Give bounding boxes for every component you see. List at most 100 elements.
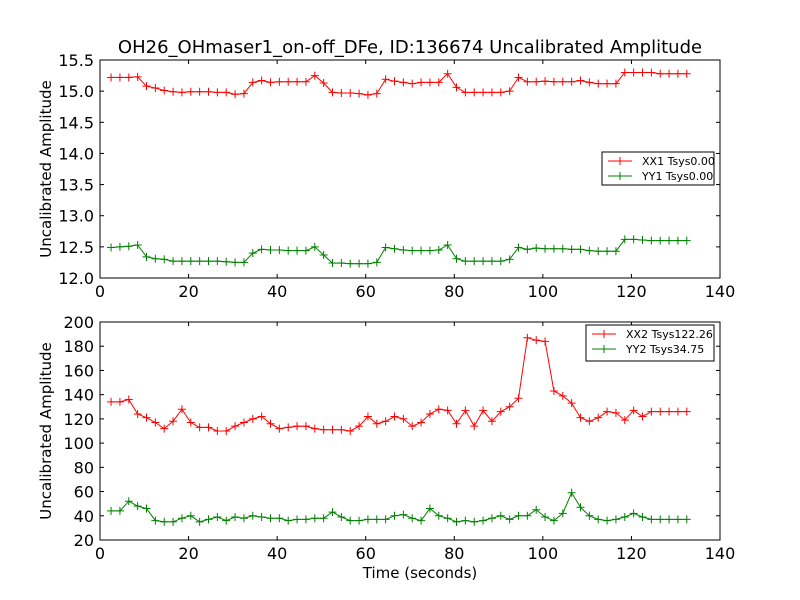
data-point	[266, 245, 275, 254]
data-point	[505, 402, 514, 411]
y-tick-label: 15.5	[58, 51, 94, 70]
data-point	[124, 73, 133, 82]
data-point	[682, 69, 691, 78]
data-point	[177, 88, 186, 97]
data-point	[496, 88, 505, 97]
data-point	[673, 515, 682, 524]
y-tick-label: 80	[74, 458, 94, 477]
data-point	[151, 516, 160, 525]
y-tick-label: 140	[63, 386, 94, 405]
data-point	[603, 516, 612, 525]
data-point	[301, 422, 310, 431]
data-point	[505, 515, 514, 524]
data-point	[115, 506, 124, 515]
data-point	[514, 511, 523, 520]
data-point	[319, 425, 328, 434]
data-point	[142, 252, 151, 261]
data-point	[417, 78, 426, 87]
data-point	[496, 407, 505, 416]
data-point	[372, 258, 381, 267]
chart-title: OH26_OHmaser1_on-off_DFe, ID:136674 Unca…	[118, 37, 702, 58]
data-point	[195, 517, 204, 526]
data-point	[115, 242, 124, 251]
data-point	[284, 246, 293, 255]
data-point	[355, 259, 364, 268]
y-tick-label: 13.5	[58, 176, 94, 195]
data-point	[558, 244, 567, 253]
data-point	[461, 516, 470, 525]
data-point	[186, 87, 195, 96]
data-point	[248, 414, 257, 423]
data-point	[133, 240, 142, 249]
data-point	[107, 506, 116, 515]
legend	[585, 324, 715, 362]
plot-area	[99, 59, 721, 279]
data-point	[372, 89, 381, 98]
data-point	[434, 511, 443, 520]
legend-label: XX2 Tsys122.26	[626, 328, 713, 341]
y-tick-label: 60	[74, 483, 94, 502]
legend-marker	[616, 157, 624, 165]
x-tick-label: 100	[528, 282, 559, 301]
data-point	[133, 72, 142, 81]
data-point	[425, 246, 434, 255]
data-point	[142, 504, 151, 513]
data-point	[248, 249, 257, 258]
y-tick-label: 160	[63, 361, 94, 380]
data-point	[204, 257, 213, 266]
data-point	[337, 259, 346, 268]
data-point	[620, 235, 629, 244]
x-tick-label: 20	[178, 544, 198, 563]
data-point	[222, 427, 231, 435]
data-point	[523, 245, 532, 254]
data-point	[408, 514, 417, 523]
x-tick-label: 60	[356, 544, 376, 563]
data-point	[195, 87, 204, 96]
data-point	[363, 412, 372, 421]
data-point	[549, 387, 558, 396]
data-point	[346, 427, 355, 435]
data-point	[496, 511, 505, 520]
data-point	[541, 77, 550, 86]
x-tick-label: 80	[444, 282, 464, 301]
data-point	[222, 257, 231, 266]
data-point	[142, 413, 151, 422]
bottom-panel: 0 20 40 60 80 100 120 1402040608010012014016018…	[37, 313, 735, 582]
x-tick-label: 120	[616, 544, 647, 563]
y-tick-label: 20	[74, 531, 94, 550]
y-tick-label: 40	[74, 507, 94, 526]
data-point	[301, 246, 310, 255]
data-point	[629, 509, 638, 518]
data-point	[656, 407, 665, 416]
data-point	[656, 515, 665, 524]
data-point	[275, 424, 284, 433]
x-tick-label: 120	[616, 282, 647, 301]
data-point	[452, 83, 461, 92]
data-point	[603, 79, 612, 88]
data-point	[443, 69, 452, 78]
data-point	[231, 258, 240, 267]
data-point	[408, 79, 417, 88]
data-point	[363, 259, 372, 268]
data-point	[638, 68, 647, 77]
data-point	[673, 407, 682, 416]
data-point	[479, 88, 488, 97]
data-point	[638, 236, 647, 245]
data-point	[434, 405, 443, 414]
legend-marker	[600, 330, 608, 338]
x-tick-label: 140	[705, 282, 736, 301]
data-point	[523, 333, 532, 342]
data-point	[594, 515, 603, 524]
data-point	[594, 413, 603, 422]
data-point	[381, 417, 390, 426]
data-point	[372, 515, 381, 524]
y-tick-label: 14.0	[58, 144, 94, 163]
data-point	[408, 422, 417, 431]
data-point	[284, 516, 293, 525]
data-point	[293, 515, 302, 524]
data-point	[443, 514, 452, 523]
data-point	[363, 90, 372, 99]
y-tick-label: 200	[63, 313, 94, 332]
data-point	[169, 257, 178, 266]
